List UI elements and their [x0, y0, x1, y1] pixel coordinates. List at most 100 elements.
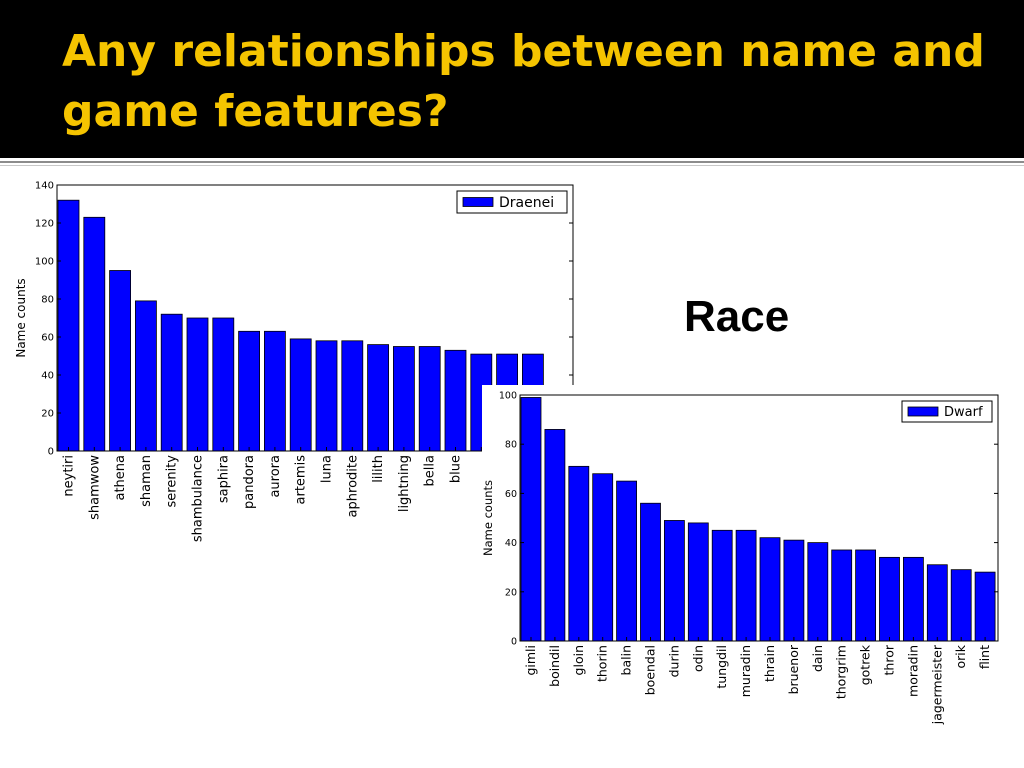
bar [974, 571, 996, 642]
x-tick-label: thrain [762, 645, 777, 682]
bar [418, 346, 441, 452]
bar [831, 549, 853, 642]
x-tick-label: moradin [905, 645, 920, 697]
dwarf-chart-svg: 0 20 40 60 80 100 gimli boindil gloin thorin balin… [482, 391, 999, 725]
y-tick-label: 0 [48, 447, 54, 458]
y-tick-label: 120 [35, 219, 54, 230]
header-divider [0, 161, 1024, 163]
legend-swatch [907, 406, 939, 417]
y-tick-label: 80 [505, 440, 517, 451]
x-tick-label: shaman [139, 455, 154, 507]
bar [315, 340, 338, 452]
bar [879, 556, 900, 642]
x-tick-label: aphrodite [345, 455, 360, 517]
x-tick-label: jagermeister [929, 644, 944, 725]
bar [134, 300, 157, 452]
plot-frame [519, 394, 999, 642]
x-tick-label: muradin [738, 645, 753, 697]
x-tick-label: serenity [165, 455, 180, 508]
y-axis-label: Name counts [482, 480, 495, 556]
x-tick-label: blue [449, 455, 464, 483]
y-tick-label: 140 [35, 181, 54, 192]
x-tick-label: lilith [371, 455, 386, 483]
bar [807, 542, 829, 642]
x-tick-label: shamwow [87, 455, 102, 520]
x-tick-label: boendal [643, 645, 658, 695]
x-tick-label: artemis [294, 455, 309, 505]
bar [392, 346, 415, 452]
bar [950, 569, 972, 642]
bar [263, 330, 286, 452]
x-tick-label: thorgrim [834, 645, 849, 699]
bar [640, 502, 661, 642]
legend-label: Dwarf [944, 405, 983, 420]
bar [663, 520, 685, 642]
bar [592, 473, 614, 642]
bar [855, 549, 877, 642]
bar [568, 465, 590, 642]
dwarf-name-chart: 0 20 40 60 80 100 gimli boindil gloin thorin balin… [482, 385, 1002, 765]
bar [160, 313, 183, 452]
bar [109, 270, 131, 452]
y-tick-label: 60 [505, 489, 517, 500]
x-tick-label: gimli [523, 645, 538, 676]
x-tick-label: lightning [397, 455, 412, 512]
x-tick-label: pandora [242, 455, 257, 509]
bar [926, 564, 948, 642]
legend-label: Draenei [499, 195, 554, 211]
y-tick-label: 20 [41, 409, 54, 420]
x-tick-label: gotrek [858, 644, 873, 685]
legend: Dwarf [901, 400, 993, 423]
x-tick-label: thror [882, 644, 897, 675]
x-tick-label: shambulance [191, 455, 206, 542]
bar [341, 340, 364, 452]
bar [186, 317, 209, 452]
y-tick-label: 40 [41, 371, 54, 382]
bar [520, 397, 542, 642]
x-tick-label: boindil [547, 645, 562, 687]
plot-frame [56, 184, 574, 452]
y-axis-label: Name counts [14, 278, 28, 357]
x-tick-label: dain [810, 645, 825, 672]
bar [687, 522, 709, 642]
slide-header [0, 0, 1024, 158]
legend-box [901, 400, 993, 423]
x-tick-label: neytiri [62, 455, 77, 497]
bar [57, 199, 80, 452]
y-tick-label: 0 [511, 637, 517, 648]
race-label: Race [684, 292, 790, 341]
bar [616, 480, 638, 642]
x-tick-label: odin [690, 645, 705, 672]
bar [444, 349, 467, 452]
legend-swatch [462, 197, 494, 207]
y-tick-label: 100 [499, 391, 517, 402]
x-tick-label: flint [977, 645, 992, 669]
legend-box [456, 190, 568, 214]
bar [83, 216, 106, 452]
bar [759, 537, 781, 642]
y-tick-label: 80 [41, 295, 54, 306]
x-tick-label: aurora [268, 455, 283, 498]
bar [783, 539, 805, 642]
x-tick-label: durin [666, 645, 681, 677]
header-divider-thin [0, 165, 1024, 166]
bar [367, 344, 390, 452]
y-tick-label: 20 [505, 587, 517, 598]
slide-title: Any relationships between name and game … [62, 26, 985, 137]
bar [902, 556, 924, 642]
x-tick-label: tungdil [714, 645, 729, 689]
x-tick-label: orik [953, 644, 968, 668]
legend: Draenei [456, 190, 568, 214]
x-tick-label: luna [320, 455, 335, 483]
bar [212, 317, 235, 452]
x-tick-label: saphira [216, 455, 231, 503]
bar [544, 429, 566, 642]
y-tick-label: 100 [35, 257, 54, 268]
x-tick-label: thorin [595, 645, 610, 682]
bar [289, 338, 312, 452]
x-tick-label: gloin [571, 645, 586, 675]
bars [520, 397, 996, 642]
x-tick-label: bruenor [786, 644, 801, 694]
y-tick-label: 60 [41, 333, 54, 344]
y-tick-label: 40 [505, 538, 517, 549]
